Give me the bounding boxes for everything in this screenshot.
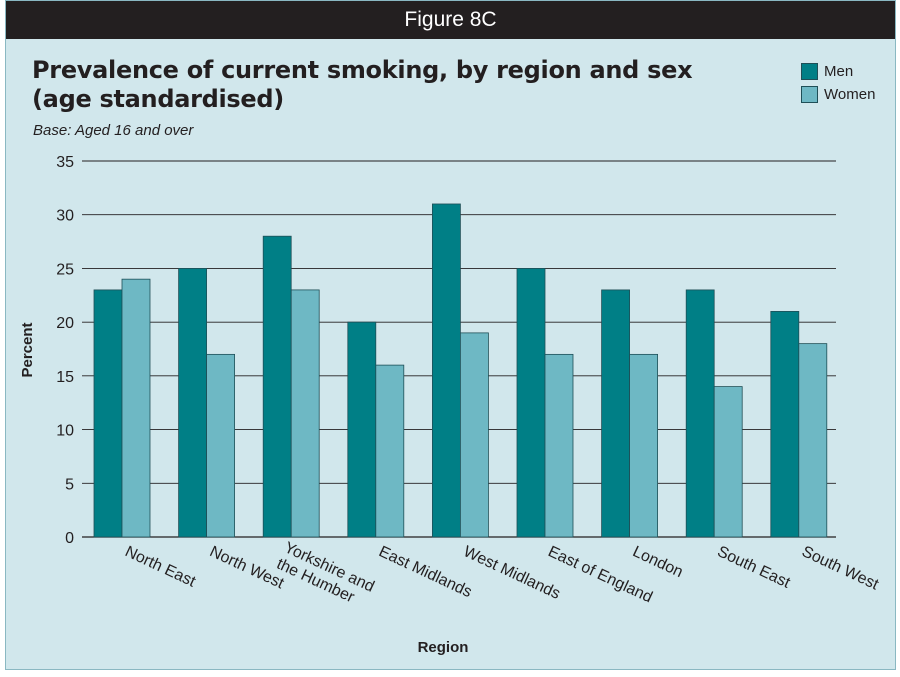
bar-men-8	[770, 310, 800, 538]
x-tick-label: South East	[715, 543, 794, 592]
chart-title-line-1: Prevalence of current smoking, by region…	[32, 56, 693, 84]
bar-women-0	[121, 278, 151, 538]
bar-men-2	[262, 235, 292, 538]
legend-item-women: Women	[801, 83, 875, 106]
x-tick-label: North East	[122, 543, 198, 591]
y-tick-label: 30	[56, 208, 74, 225]
y-tick-label: 25	[56, 261, 74, 278]
legend-swatch-men	[801, 63, 818, 80]
x-tick-label: London	[630, 543, 686, 581]
chart-title: Prevalence of current smoking, by region…	[32, 56, 693, 114]
y-axis-ticks: 0 5 10 15 20 25 30 35	[56, 154, 74, 547]
x-tick-label: East Midlands	[376, 543, 474, 601]
x-tick-label: Yorkshire andthe Humber	[274, 539, 377, 612]
y-tick-label: 5	[65, 476, 74, 493]
bar-men-5	[516, 268, 546, 538]
bar-women-3	[375, 364, 405, 538]
bar-women-1	[206, 353, 236, 538]
y-tick-label: 35	[56, 154, 74, 171]
bar-men-3	[347, 321, 377, 538]
legend: Men Women	[801, 60, 875, 106]
figure-banner: Figure 8C	[6, 1, 895, 39]
legend-swatch-women	[801, 86, 818, 103]
bar-men-4	[431, 203, 461, 538]
bar-women-2	[290, 289, 320, 538]
legend-label-men: Men	[824, 63, 854, 80]
bar-men-7	[685, 289, 715, 538]
bar-men-0	[93, 289, 123, 538]
chart-title-line-2: (age standardised)	[32, 85, 284, 113]
x-axis-title: Region	[418, 639, 469, 656]
bar-women-7	[713, 386, 743, 538]
bars	[93, 203, 828, 538]
bar-women-8	[798, 343, 828, 538]
bar-women-5	[544, 353, 574, 538]
y-axis-title: Percent	[19, 322, 36, 377]
legend-label-women: Women	[824, 86, 876, 103]
y-tick-label: 20	[56, 315, 74, 332]
bar-women-6	[629, 353, 658, 538]
y-tick-label: 10	[56, 423, 74, 440]
chart-subtitle: Base: Aged 16 and over	[33, 122, 194, 139]
x-tick-label: South West	[799, 543, 881, 593]
y-tick-label: 0	[65, 530, 74, 547]
legend-item-men: Men	[801, 60, 875, 83]
y-tick-label: 15	[56, 369, 74, 386]
bar-men-6	[601, 289, 630, 538]
bar-men-1	[178, 268, 208, 538]
bar-women-4	[459, 332, 489, 538]
figure-frame: Figure 8C Prevalence of current smoking,…	[5, 0, 896, 670]
